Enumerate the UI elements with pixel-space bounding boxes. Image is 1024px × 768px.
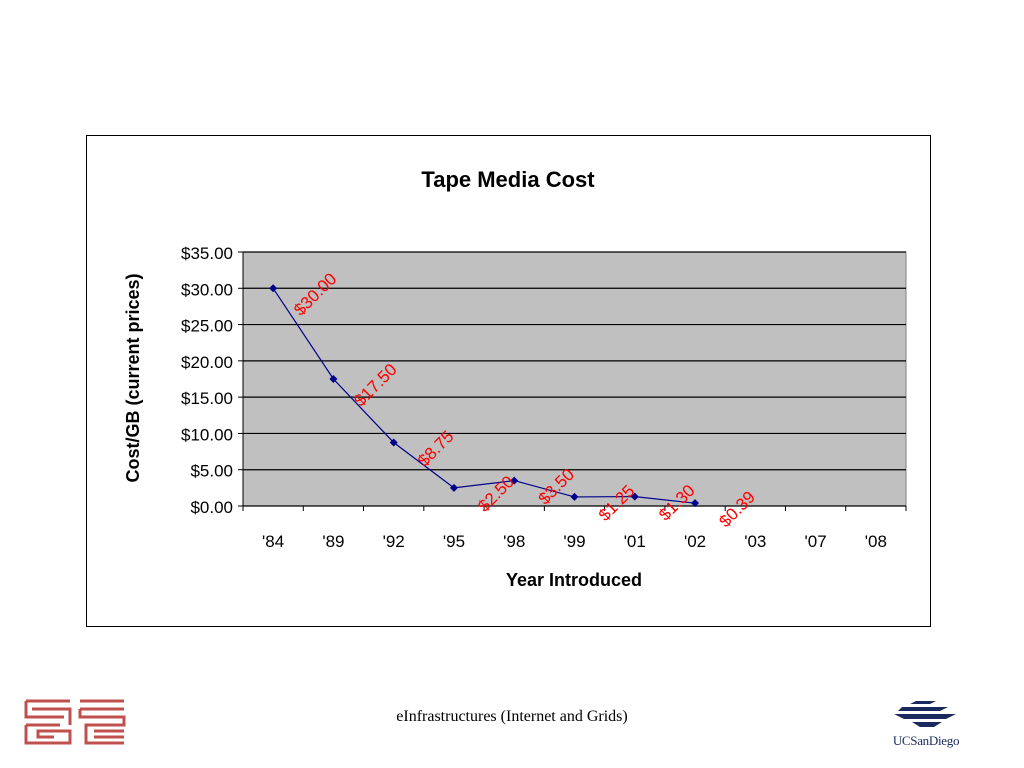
y-tick-label: $20.00 bbox=[181, 353, 233, 372]
chart-title: Tape Media Cost bbox=[421, 167, 595, 192]
x-tick-label: '95 bbox=[443, 532, 465, 551]
data-point bbox=[329, 375, 338, 383]
x-tick-label: '99 bbox=[563, 532, 585, 551]
x-tick-label: '98 bbox=[503, 532, 525, 551]
x-tick-label: '07 bbox=[805, 532, 827, 551]
y-tick-label: $5.00 bbox=[190, 462, 233, 481]
y-tick-labels: $0.00 $5.00 $10.00 $15.00 $20.00 $25.00 $30.00… bbox=[181, 244, 233, 517]
y-tick-label: $0.00 bbox=[190, 498, 233, 517]
y-tick-label: $10.00 bbox=[181, 425, 233, 444]
x-tick-label: '89 bbox=[322, 532, 344, 551]
x-tick-label: '01 bbox=[624, 532, 646, 551]
axes bbox=[238, 251, 907, 511]
x-tick-labels: '84 '89 '92 '95 '98 '99 '01 '02 '03 '07 '08 bbox=[262, 532, 887, 551]
y-tick-label: $25.00 bbox=[181, 317, 233, 336]
x-tick-label: '08 bbox=[865, 532, 887, 551]
maze-logo-icon bbox=[24, 699, 126, 745]
series-line bbox=[269, 284, 700, 508]
y-tick-label: $35.00 bbox=[181, 244, 233, 263]
data-point bbox=[389, 438, 398, 447]
data-point bbox=[691, 499, 700, 508]
data-point bbox=[269, 284, 278, 293]
ucsd-logo: UCSanDiego bbox=[893, 701, 959, 748]
series-path bbox=[272, 287, 696, 504]
x-tick-label: '92 bbox=[383, 532, 405, 551]
data-point bbox=[570, 492, 579, 501]
gridlines bbox=[243, 251, 906, 471]
y-tick-label: $30.00 bbox=[181, 280, 233, 299]
x-axis-label: Year Introduced bbox=[506, 570, 642, 590]
data-point bbox=[630, 492, 639, 501]
ucsd-wordmark: UCSanDiego bbox=[893, 733, 959, 748]
footer-text: eInfrastructures (Internet and Grids) bbox=[396, 708, 628, 725]
y-axis-label: Cost/GB (current prices) bbox=[123, 273, 143, 482]
plot-area bbox=[242, 251, 907, 507]
y-tick-label: $15.00 bbox=[181, 389, 233, 408]
x-tick-label: '02 bbox=[684, 532, 706, 551]
x-tick-label: '03 bbox=[744, 532, 766, 551]
data-point bbox=[449, 483, 458, 492]
x-tick-label: '84 bbox=[262, 532, 284, 551]
data-point bbox=[510, 476, 519, 485]
ucsd-ship-icon bbox=[894, 701, 956, 727]
